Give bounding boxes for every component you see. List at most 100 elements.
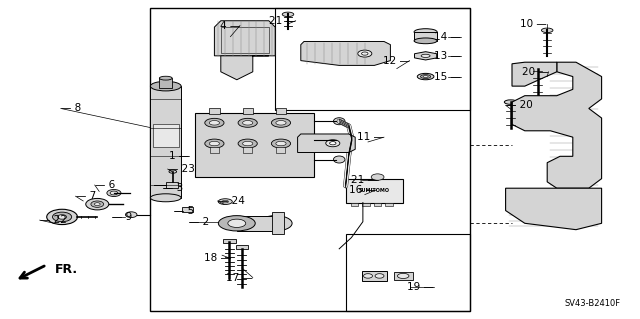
Bar bbox=[182, 207, 193, 212]
Ellipse shape bbox=[421, 54, 430, 57]
Text: 18 —: 18 — bbox=[204, 253, 230, 263]
Polygon shape bbox=[506, 188, 602, 230]
Bar bbox=[166, 182, 178, 188]
Bar bbox=[272, 212, 284, 234]
Bar bbox=[209, 108, 220, 114]
Ellipse shape bbox=[271, 118, 291, 127]
Text: — 23: — 23 bbox=[168, 164, 195, 174]
Ellipse shape bbox=[282, 12, 294, 17]
Ellipse shape bbox=[209, 121, 220, 125]
Bar bbox=[414, 32, 437, 41]
Ellipse shape bbox=[238, 118, 257, 127]
Text: 20 —: 20 — bbox=[522, 67, 548, 77]
Bar bbox=[243, 108, 253, 114]
Ellipse shape bbox=[86, 198, 109, 210]
Ellipse shape bbox=[420, 75, 431, 78]
Polygon shape bbox=[298, 134, 355, 152]
Ellipse shape bbox=[362, 52, 368, 55]
Text: — 7: — 7 bbox=[76, 191, 96, 201]
Ellipse shape bbox=[47, 209, 77, 225]
Text: 4 —: 4 — bbox=[220, 20, 240, 31]
Text: 16 —: 16 — bbox=[349, 185, 376, 195]
Text: 10 —: 10 — bbox=[520, 19, 547, 29]
Bar bbox=[276, 147, 285, 153]
Ellipse shape bbox=[414, 29, 437, 35]
Ellipse shape bbox=[222, 200, 228, 203]
Text: 21 —: 21 — bbox=[269, 16, 296, 26]
Ellipse shape bbox=[531, 66, 544, 71]
Polygon shape bbox=[512, 62, 602, 188]
Bar bbox=[394, 272, 413, 280]
Bar bbox=[374, 203, 381, 206]
Ellipse shape bbox=[276, 121, 286, 125]
Bar bbox=[150, 86, 181, 198]
Polygon shape bbox=[415, 52, 436, 60]
Ellipse shape bbox=[159, 76, 172, 80]
Text: SV43-B2410F: SV43-B2410F bbox=[564, 300, 621, 308]
Text: FR.: FR. bbox=[54, 263, 77, 276]
Ellipse shape bbox=[58, 215, 67, 219]
Ellipse shape bbox=[276, 141, 286, 146]
Ellipse shape bbox=[414, 38, 437, 44]
Text: — 8: — 8 bbox=[61, 103, 81, 114]
Ellipse shape bbox=[504, 100, 517, 104]
Ellipse shape bbox=[52, 212, 72, 222]
Ellipse shape bbox=[95, 203, 100, 206]
Bar bbox=[276, 108, 286, 114]
Ellipse shape bbox=[243, 141, 253, 146]
Ellipse shape bbox=[228, 219, 246, 227]
Bar bbox=[159, 78, 172, 88]
Ellipse shape bbox=[271, 139, 291, 148]
Polygon shape bbox=[301, 41, 390, 65]
Ellipse shape bbox=[205, 139, 224, 148]
Ellipse shape bbox=[209, 141, 220, 146]
Bar bbox=[346, 179, 403, 203]
Ellipse shape bbox=[333, 118, 345, 125]
Ellipse shape bbox=[423, 76, 428, 78]
Bar bbox=[153, 124, 179, 147]
Ellipse shape bbox=[259, 216, 292, 231]
Text: 19 —: 19 — bbox=[407, 282, 434, 292]
Bar bbox=[362, 203, 370, 206]
Bar bbox=[275, 8, 470, 110]
Bar bbox=[346, 234, 470, 311]
Ellipse shape bbox=[218, 216, 255, 231]
Ellipse shape bbox=[169, 170, 177, 173]
Bar bbox=[385, 203, 393, 206]
Ellipse shape bbox=[205, 118, 224, 127]
Ellipse shape bbox=[541, 28, 553, 33]
Ellipse shape bbox=[218, 199, 232, 204]
Ellipse shape bbox=[150, 194, 181, 202]
Ellipse shape bbox=[110, 191, 118, 195]
Text: 13 —: 13 — bbox=[434, 51, 461, 61]
Ellipse shape bbox=[397, 273, 409, 278]
Polygon shape bbox=[512, 62, 557, 86]
Bar bbox=[195, 113, 314, 177]
Text: 14 —: 14 — bbox=[434, 32, 461, 42]
Text: — 9: — 9 bbox=[112, 212, 132, 222]
Text: 21 —: 21 — bbox=[351, 175, 378, 185]
Ellipse shape bbox=[364, 274, 372, 278]
Ellipse shape bbox=[107, 189, 121, 197]
Polygon shape bbox=[214, 21, 275, 56]
Ellipse shape bbox=[125, 212, 137, 218]
Circle shape bbox=[371, 174, 384, 180]
Bar bbox=[223, 239, 236, 243]
Text: — 6: — 6 bbox=[95, 180, 115, 190]
Bar bbox=[237, 216, 276, 231]
Text: 15 —: 15 — bbox=[434, 71, 461, 82]
Bar bbox=[351, 203, 358, 206]
Text: 11 —: 11 — bbox=[357, 132, 384, 142]
Ellipse shape bbox=[333, 137, 345, 144]
Ellipse shape bbox=[91, 201, 104, 207]
Text: — 5: — 5 bbox=[174, 205, 195, 216]
Text: — 2: — 2 bbox=[189, 217, 209, 227]
Polygon shape bbox=[221, 56, 269, 80]
Ellipse shape bbox=[330, 142, 336, 145]
Ellipse shape bbox=[243, 121, 253, 125]
Bar bbox=[210, 147, 219, 153]
Bar bbox=[236, 245, 248, 249]
Ellipse shape bbox=[150, 81, 181, 91]
Text: SUMITOMO: SUMITOMO bbox=[359, 188, 390, 193]
Ellipse shape bbox=[238, 139, 257, 148]
